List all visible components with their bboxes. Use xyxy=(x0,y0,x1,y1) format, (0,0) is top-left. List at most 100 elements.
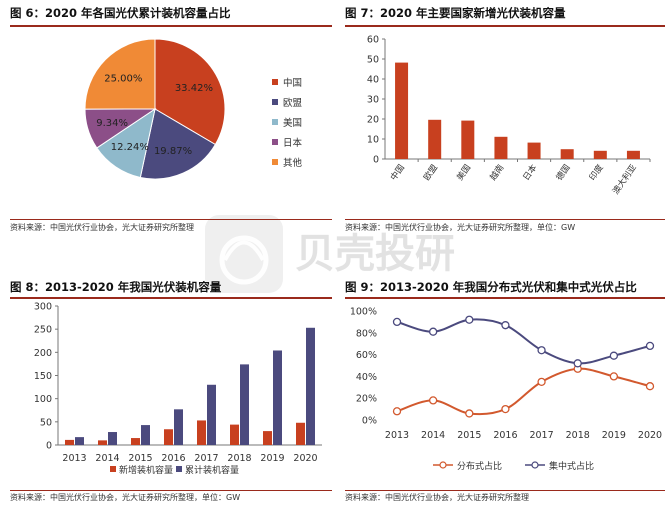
slice-label: 19.87% xyxy=(154,146,192,157)
bar-cumulative xyxy=(207,384,216,445)
legend-label: 中国 xyxy=(283,77,302,89)
y-tick-label: 0% xyxy=(362,416,377,427)
x-tick-label: 2013 xyxy=(385,430,409,441)
data-point xyxy=(428,327,438,336)
bar xyxy=(560,149,574,159)
y-tick-label: 50 xyxy=(367,55,379,66)
chart-panel-installed-capacity: 图 8：2013-2020 年我国光伏装机容量 0 50 100 150 200 250 3… xyxy=(10,279,332,511)
title-rule xyxy=(345,25,665,27)
source-note: 资料来源：中国光伏行业协会，光大证券研究所整理，单位：GW xyxy=(345,223,576,232)
chart-title: 图 7：2020 年主要国家新增光伏装机容量 xyxy=(345,6,566,20)
data-point xyxy=(537,346,546,355)
bar-new xyxy=(65,439,74,445)
watermark-text: 贝壳投研 xyxy=(295,231,455,277)
data-point xyxy=(537,377,546,386)
source-rule xyxy=(345,219,665,220)
legend-swatch xyxy=(272,99,278,105)
data-point xyxy=(392,317,402,327)
chart-title: 图 6：2020 年各国光伏累计装机容量占比 xyxy=(10,6,231,20)
bar-chart: 0 10 20 30 40 50 60 中国 欧盟 美国 越南 日本 德国 印度 澳大利亚 xyxy=(367,35,651,197)
x-tick-label: 2015 xyxy=(128,453,152,464)
bar-cumulative xyxy=(141,425,150,445)
data-point xyxy=(501,321,510,330)
x-tick-label: 2019 xyxy=(260,453,284,464)
x-tick-label: 2018 xyxy=(566,430,590,441)
legend-label: 新增装机容量 xyxy=(119,464,173,476)
data-point xyxy=(573,359,582,368)
bar xyxy=(527,142,541,159)
x-tick-label: 2016 xyxy=(493,430,517,441)
y-tick-label: 40 xyxy=(367,75,379,86)
pie-slice xyxy=(84,38,156,110)
x-tick-label: 日本 xyxy=(521,162,540,183)
bar-new xyxy=(197,420,206,445)
legend-swatch xyxy=(176,466,182,472)
source-rule xyxy=(345,490,665,491)
x-tick-label: 越南 xyxy=(488,162,507,182)
y-tick-label: 200 xyxy=(34,348,52,359)
x-tick-label: 中国 xyxy=(388,162,407,182)
title-rule xyxy=(10,25,332,27)
chart-title: 图 9：2013-2020 年我国分布式光伏和集中式光伏占比 xyxy=(345,280,637,294)
x-tick-label: 2016 xyxy=(161,453,185,464)
line-chart: 0% 20% 40% 60% 80% 100% 2013 2014 2015 2016 2017 20… xyxy=(350,307,662,473)
legend-marker xyxy=(531,461,539,469)
bar-cumulative xyxy=(174,409,183,445)
bar-new xyxy=(296,422,305,445)
bar xyxy=(626,150,640,159)
chart-panel-distributed-centralized-share: 图 9：2013-2020 年我国分布式光伏和集中式光伏占比 0% 20% 40% 6… xyxy=(345,279,665,511)
legend-swatch xyxy=(272,159,278,165)
y-tick-label: 20% xyxy=(356,394,377,405)
legend-swatch xyxy=(272,119,278,125)
y-tick-label: 150 xyxy=(34,371,52,382)
y-tick-label: 20 xyxy=(367,115,379,126)
data-point xyxy=(392,407,402,416)
data-point xyxy=(609,351,619,360)
legend-marker xyxy=(439,461,447,469)
legend-swatch xyxy=(272,79,278,85)
bar-cumulative xyxy=(306,327,315,445)
source-note: 资料来源：中国光伏行业协会，光大证券研究所整理，单位：GW xyxy=(10,493,241,502)
legend-swatch xyxy=(272,139,278,145)
legend-label: 欧盟 xyxy=(283,97,303,109)
slice-label: 12.24% xyxy=(111,142,149,153)
bar xyxy=(395,62,409,159)
watermark: 贝壳投研 xyxy=(205,215,455,293)
source-rule xyxy=(10,490,332,491)
bar-new xyxy=(230,424,239,445)
data-point xyxy=(465,409,474,418)
x-tick-label: 2017 xyxy=(529,430,553,441)
source-note: 资料来源：中国光伏行业协会，光大证券研究所整理 xyxy=(10,223,194,232)
x-tick-label: 欧盟 xyxy=(421,162,440,183)
bar-new xyxy=(263,431,272,445)
bar-new xyxy=(131,438,140,445)
pie-slice xyxy=(139,108,217,180)
legend-swatch xyxy=(110,466,116,472)
bar-new xyxy=(164,429,173,445)
y-tick-label: 100 xyxy=(34,394,52,405)
x-tick-label: 2015 xyxy=(457,430,481,441)
x-tick-label: 印度 xyxy=(587,162,606,183)
bar-cumulative xyxy=(240,364,249,445)
x-tick-label: 2019 xyxy=(602,430,626,441)
bar-cumulative xyxy=(108,432,117,445)
y-tick-label: 60 xyxy=(367,35,379,46)
data-point xyxy=(609,372,619,381)
y-tick-label: 100% xyxy=(350,307,377,318)
legend-label: 美国 xyxy=(283,117,302,129)
y-tick-label: 60% xyxy=(356,350,377,361)
x-tick-label: 澳大利亚 xyxy=(610,162,639,197)
x-tick-label: 2020 xyxy=(293,453,317,464)
title-rule xyxy=(10,297,332,299)
x-tick-label: 2014 xyxy=(421,430,445,441)
bar-cumulative xyxy=(75,437,84,445)
legend-label: 其他 xyxy=(283,157,303,169)
y-tick-label: 30 xyxy=(367,95,379,106)
data-point xyxy=(645,341,655,351)
y-tick-label: 250 xyxy=(34,325,52,336)
chart-title: 图 8：2013-2020 年我国光伏装机容量 xyxy=(10,280,222,294)
y-tick-label: 10 xyxy=(367,135,379,146)
y-tick-label: 0 xyxy=(373,155,379,166)
slice-label: 25.00% xyxy=(104,73,142,84)
slice-label: 9.34% xyxy=(96,118,128,129)
